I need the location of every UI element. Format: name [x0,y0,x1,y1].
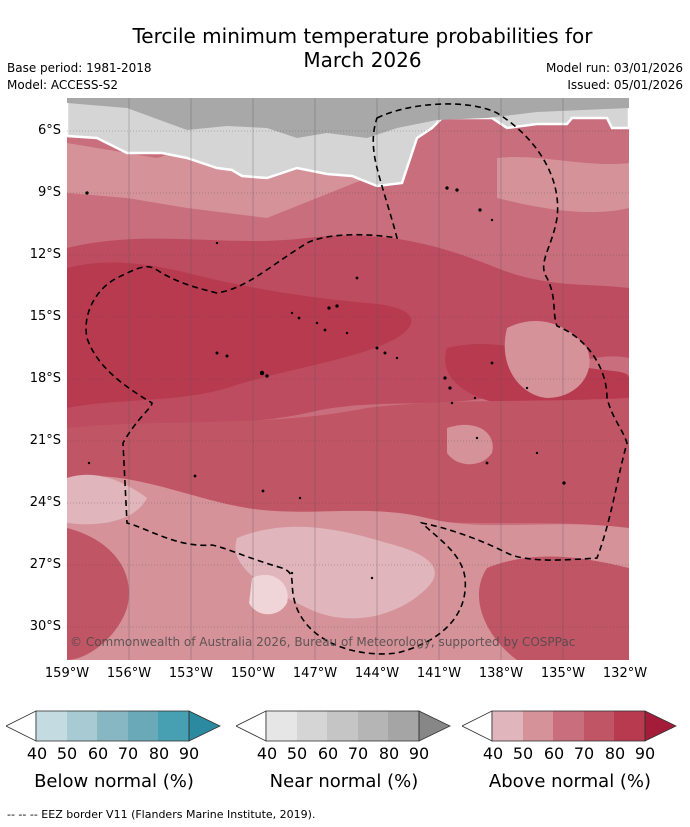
model-run: Model run: 03/01/2026 [545,61,683,75]
tick-label: 80 [148,744,170,763]
issued-date: Issued: 05/01/2026 [567,78,683,92]
cbar-above-title: Above normal (%) [488,771,652,792]
cbar-below-70-80 [128,711,158,741]
footer-eez-note: -- -- -- EEZ border V11 (Flanders Marine… [7,808,316,821]
cbar-below-80-90 [158,711,189,741]
lat-label-9s: 9°S [37,185,61,200]
tick-label: 40 [482,744,504,763]
cbar-above-60-70 [553,711,584,741]
lon-label-135w: 135°W [540,666,586,681]
lat-label-12s: 12°S [29,247,61,262]
cbar-above-40-50 [492,711,523,741]
lat-label-15s: 15°S [29,309,61,324]
meta-left: Base period: 1981-2018 Model: ACCESS-S2 [7,60,152,94]
tick-label: 90 [634,744,656,763]
tick-label: 50 [512,744,534,763]
cbar-above-min-arrow [462,710,493,742]
cbar-near-80-90 [388,711,419,741]
tick-label: 80 [378,744,400,763]
graticule [67,130,629,628]
cbar-above-80-90 [614,711,645,741]
colorbar-near-normal [236,710,451,742]
lon-label-132w: 132°W [602,666,648,681]
cbar-near-min-arrow [236,710,267,742]
copyright-notice: © Commonwealth of Australia 2026, Bureau… [70,635,576,649]
lat-label-24s: 24°S [29,495,61,510]
cbar-near-50-60 [297,711,327,741]
map-title: Tercile minimum temperature probabilitie… [0,24,690,72]
lat-label-18s: 18°S [29,371,61,386]
model-name: Model: ACCESS-S2 [7,78,119,92]
colorbar-below-normal [6,710,221,742]
cbar-below-50-60 [67,711,97,741]
lat-label-6s: 6°S [37,123,61,138]
cbar-below-40-50 [36,711,67,741]
field-lightest-patch [249,574,288,615]
tick-label: 60 [543,744,565,763]
tick-label: 40 [256,744,278,763]
tick-label: 40 [26,744,48,763]
eez-border [85,103,628,655]
cbar-near-max-arrow [418,710,451,742]
lon-label-144w: 144°W [354,666,400,681]
tick-label: 90 [408,744,430,763]
title-line-2: March 2026 [303,48,422,72]
cbar-above-max-arrow [644,710,677,742]
cbar-below-max-arrow [188,710,221,742]
tick-label: 70 [573,744,595,763]
colorbar-above-normal [462,710,677,742]
lon-label-153w: 153°W [168,666,214,681]
cbar-near-70-80 [358,711,388,741]
field-mid-band [67,398,629,528]
lon-label-138w: 138°W [478,666,524,681]
probability-map [67,98,629,660]
tick-label: 60 [317,744,339,763]
field-light-east-2 [447,424,493,465]
tick-label: 70 [117,744,139,763]
cbar-near-60-70 [327,711,358,741]
cbar-below-title: Below normal (%) [34,771,194,792]
lon-label-156w: 156°W [106,666,152,681]
lon-label-159w: 159°W [44,666,90,681]
tick-label: 60 [87,744,109,763]
base-period: Base period: 1981-2018 [7,61,152,75]
tick-label: 90 [178,744,200,763]
lon-label-147w: 147°W [292,666,338,681]
cbar-below-min-arrow [6,710,37,742]
cbar-below-60-70 [97,711,128,741]
field-darkest-core [67,262,412,408]
near-normal-dark [67,98,629,138]
cbar-near-40-50 [266,711,297,741]
lon-label-141w: 141°W [416,666,462,681]
islands [85,186,566,580]
cbar-above-70-80 [584,711,614,741]
cbar-near-title: Near normal (%) [269,771,419,792]
field-dark-se [478,556,629,660]
tick-label: 50 [56,744,78,763]
lat-label-30s: 30°S [29,619,61,634]
meridians [128,98,564,660]
tick-label: 80 [604,744,626,763]
lat-label-21s: 21°S [29,433,61,448]
title-line-1: Tercile minimum temperature probabilitie… [132,24,593,48]
lon-label-150w: 150°W [230,666,276,681]
meta-right: Model run: 03/01/2026 Issued: 05/01/2026 [546,60,683,94]
tick-label: 50 [286,744,308,763]
cbar-above-50-60 [523,711,553,741]
tick-label: 70 [347,744,369,763]
lat-label-27s: 27°S [29,557,61,572]
field-light-north [67,143,367,218]
